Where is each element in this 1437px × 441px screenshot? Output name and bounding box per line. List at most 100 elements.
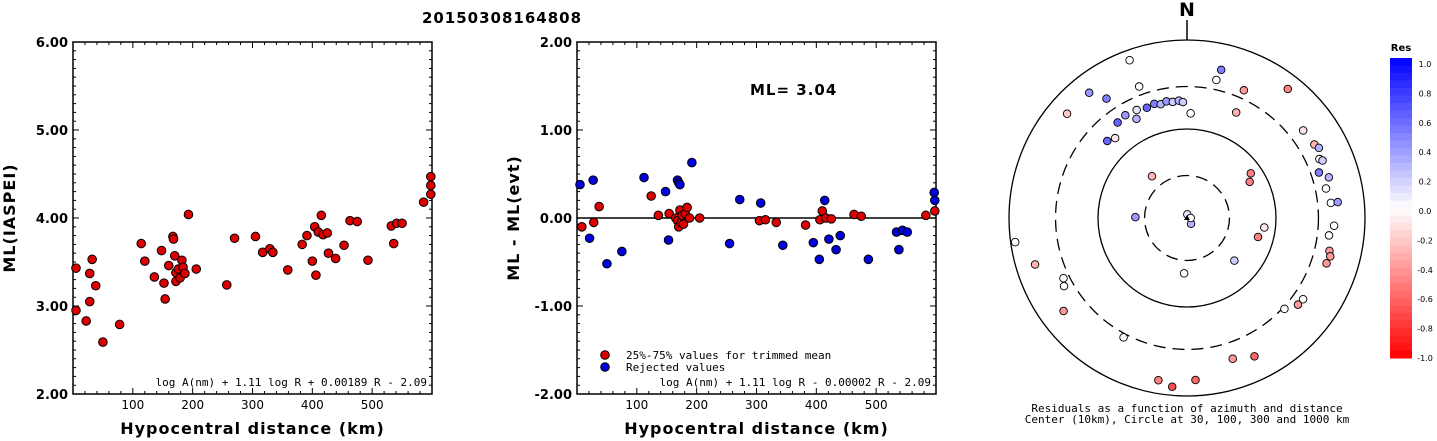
rejected-point xyxy=(814,254,825,265)
colorbar-segment xyxy=(1390,163,1412,171)
caption-line-2: Center (10km), Circle at 30, 100, 300 an… xyxy=(1025,413,1350,426)
y-tick-label: 0.00 xyxy=(540,212,572,227)
y-tick-label: 2.00 xyxy=(540,36,572,51)
x-tick-label: 400 xyxy=(805,398,828,412)
station-point xyxy=(1010,237,1020,247)
station-point xyxy=(1125,55,1134,65)
data-point xyxy=(160,294,170,304)
station-point xyxy=(1246,169,1256,178)
distance-ring-30km xyxy=(1143,174,1231,262)
x-tick-label: 400 xyxy=(301,398,324,412)
y-tick-label: 4.00 xyxy=(36,212,68,227)
station-point xyxy=(1245,177,1254,187)
colorbar-tick-label: -0.6 xyxy=(1417,295,1433,304)
x-tick-label: 500 xyxy=(361,398,384,412)
colorbar-segment xyxy=(1390,125,1412,134)
colorbar-segment xyxy=(1390,343,1412,351)
data-point xyxy=(268,247,278,258)
station-point xyxy=(1293,300,1303,309)
station-point xyxy=(1314,143,1324,153)
colorbar-segment xyxy=(1390,268,1412,276)
station-point xyxy=(1179,269,1189,278)
distance-ring-300km xyxy=(1054,85,1320,351)
station-point xyxy=(1321,184,1331,193)
colorbar-segment xyxy=(1390,208,1412,216)
y-tick-label: 2.00 xyxy=(36,388,68,403)
rejected-point xyxy=(755,198,766,208)
data-point xyxy=(330,253,341,264)
colorbar-tick-label: -1.0 xyxy=(1417,354,1433,363)
rejected-point xyxy=(863,254,874,265)
rejected-point xyxy=(602,258,612,269)
data-point xyxy=(283,265,293,275)
rejected-point xyxy=(819,195,830,206)
station-point xyxy=(1191,375,1200,385)
colorbar-segment xyxy=(1390,298,1412,306)
x-tick-label: 500 xyxy=(865,398,888,412)
data-point xyxy=(426,189,436,200)
x-tick-label: 200 xyxy=(685,398,708,412)
data-point xyxy=(84,296,95,307)
station-point xyxy=(1324,173,1334,182)
station-point xyxy=(1113,118,1122,127)
colorbar-segment xyxy=(1390,103,1412,111)
data-point xyxy=(297,239,307,250)
data-point xyxy=(302,230,312,241)
data-point xyxy=(323,248,334,258)
colorbar-segment xyxy=(1390,313,1412,321)
trimmed-point xyxy=(856,211,867,222)
station-point xyxy=(1147,171,1157,181)
rejected-point xyxy=(660,186,671,197)
station-point xyxy=(1228,354,1237,363)
rejected-point xyxy=(575,179,585,190)
colorbar-segment xyxy=(1390,275,1412,284)
data-point xyxy=(339,240,349,251)
data-point xyxy=(183,209,194,220)
station-point xyxy=(1212,75,1221,85)
data-point xyxy=(87,254,97,265)
epicenter-marker xyxy=(1184,215,1190,220)
rejected-point xyxy=(831,244,841,255)
data-point xyxy=(98,337,108,347)
trimmed-point xyxy=(588,217,599,228)
station-point xyxy=(1062,109,1072,119)
rejected-point xyxy=(835,230,846,241)
station-point xyxy=(1318,156,1327,165)
x-tick-label: 200 xyxy=(181,398,204,412)
colorbar-segment xyxy=(1390,320,1412,329)
colorbar-segment xyxy=(1390,230,1412,239)
data-point xyxy=(136,238,147,249)
y-tick-label: -2.00 xyxy=(535,388,572,403)
y-tick-label: -1.00 xyxy=(535,300,572,315)
station-point xyxy=(1059,306,1068,316)
colorbar-segment xyxy=(1390,140,1412,149)
x-tick-label: 300 xyxy=(241,398,264,412)
colorbar-tick-label: -0.8 xyxy=(1417,325,1433,334)
colorbar-segment xyxy=(1390,178,1412,186)
colorbar-segment xyxy=(1390,283,1412,291)
y-tick-label: 3.00 xyxy=(36,300,68,315)
station-point xyxy=(1314,168,1324,177)
trimmed-point xyxy=(684,213,695,223)
station-point xyxy=(1103,136,1112,146)
rejected-point xyxy=(724,238,735,249)
formula-label: log A(nm) + 1.11 log R - 0.00002 R - 2.0… xyxy=(659,376,931,389)
colorbar-segment xyxy=(1390,305,1412,314)
trimmed-point xyxy=(771,217,782,228)
data-point xyxy=(316,210,327,221)
station-point xyxy=(1102,94,1111,103)
station-point xyxy=(1059,273,1068,283)
data-point xyxy=(180,268,190,279)
formula-label: log A(nm) + 1.11 log R + 0.00189 R - 2.0… xyxy=(155,376,427,389)
data-point xyxy=(426,180,436,191)
rejected-point xyxy=(894,244,904,255)
station-point xyxy=(1280,304,1289,314)
colorbar-segment xyxy=(1390,200,1412,209)
station-point xyxy=(1132,105,1141,115)
colorbar-segment xyxy=(1390,215,1412,224)
colorbar-segment xyxy=(1390,133,1412,141)
azimuth-residual-panel: N Residuals as a function of azimuth and … xyxy=(1008,0,1433,426)
rejected-point xyxy=(734,194,745,205)
rejected-point xyxy=(639,172,649,183)
rejected-point xyxy=(929,187,940,198)
